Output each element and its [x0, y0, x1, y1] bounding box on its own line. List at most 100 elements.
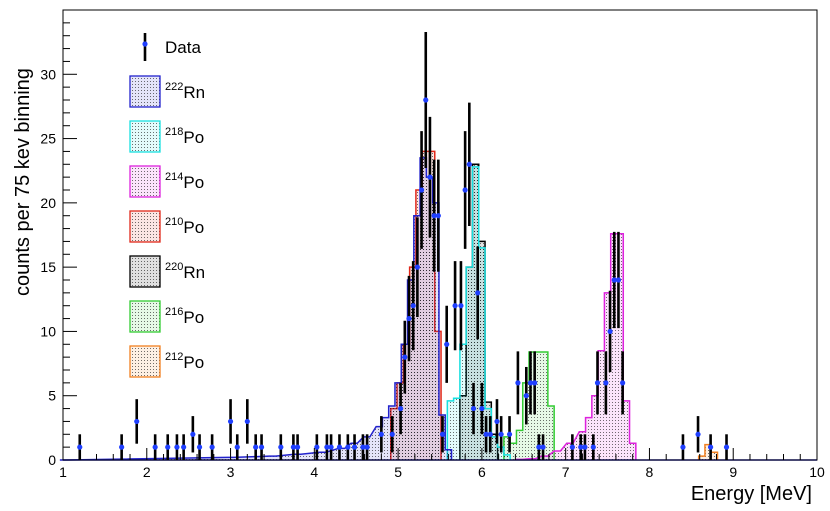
- data-point: [540, 434, 546, 460]
- legend-label: 214Po: [165, 171, 204, 192]
- series-222rn: [59, 157, 453, 461]
- legend-swatch: [129, 345, 161, 378]
- legend-label: 212Po: [165, 351, 204, 372]
- data-point: [364, 434, 370, 460]
- data-point: [290, 434, 296, 460]
- data-point: [196, 434, 203, 460]
- legend-label: 220Rn: [165, 261, 205, 282]
- data-marker: [479, 405, 485, 412]
- data-point: [708, 434, 714, 460]
- data-marker: [475, 290, 481, 296]
- x-tick-label: 7: [562, 464, 570, 480]
- data-marker: [452, 303, 458, 309]
- legend-data-marker: [142, 41, 148, 47]
- data-point: [431, 159, 437, 272]
- data-marker: [462, 187, 468, 193]
- data-point: [378, 416, 384, 453]
- data-marker: [258, 444, 265, 450]
- data-point: [462, 131, 468, 249]
- x-tick-label: 3: [227, 464, 235, 480]
- data-point: [444, 305, 450, 383]
- legend-label: 210Po: [165, 216, 204, 237]
- data-marker: [427, 174, 433, 180]
- legend-swatch: [129, 210, 161, 243]
- data-marker: [540, 444, 546, 450]
- x-tick-label: 4: [310, 464, 318, 480]
- data-marker: [324, 444, 330, 450]
- legend-swatch: [129, 300, 161, 333]
- data-point: [590, 434, 596, 460]
- data-marker: [364, 444, 370, 450]
- data-point: [695, 416, 701, 453]
- data-point: [398, 382, 404, 435]
- x-tick-label: 5: [394, 464, 402, 480]
- data-marker: [196, 444, 203, 450]
- legend-swatch: [129, 120, 161, 153]
- data-marker: [466, 161, 472, 167]
- data-point: [506, 416, 513, 453]
- data-marker: [165, 444, 171, 450]
- data-marker: [695, 431, 701, 437]
- data-point: [527, 351, 534, 415]
- data-marker: [723, 444, 730, 450]
- y-axis-title: counts per 75 kev binning: [12, 68, 34, 296]
- data-marker: [611, 277, 617, 283]
- data-marker: [590, 444, 596, 450]
- plot-frame: [62, 9, 818, 461]
- data-point: [351, 434, 358, 460]
- data-marker: [244, 418, 250, 425]
- series-hatch-222rn: [59, 157, 452, 460]
- data-point: [723, 434, 730, 460]
- data-point: [174, 434, 180, 460]
- legend-item-212po: 212Po: [129, 345, 204, 378]
- y-tick-label: 5: [48, 388, 56, 404]
- data-marker: [314, 444, 320, 450]
- data-point: [244, 399, 250, 444]
- data-marker: [209, 444, 215, 450]
- data-point: [234, 434, 240, 460]
- data-marker: [515, 380, 521, 386]
- data-marker: [410, 303, 416, 309]
- data-point: [258, 434, 265, 460]
- x-tick-label: 8: [646, 464, 654, 480]
- data-marker: [487, 431, 493, 437]
- data-point: [165, 434, 171, 460]
- data-marker: [134, 418, 140, 425]
- legend-label: Data: [165, 38, 201, 57]
- axes: 1 2 3 4 5 6 7 8 9 10 0 5 10 15 20 25 30: [40, 9, 825, 480]
- x-tick-label: 2: [143, 464, 151, 480]
- data-point: [389, 416, 395, 453]
- data-point: [152, 434, 158, 460]
- data-marker: [234, 444, 240, 450]
- data-marker: [498, 431, 504, 437]
- data-point: [523, 366, 529, 425]
- data-marker: [181, 444, 187, 450]
- data-point: [620, 351, 626, 415]
- legend-item-220rn: 220Rn: [129, 255, 205, 288]
- legend-item-222rn: 222Rn: [129, 75, 205, 108]
- data-point: [615, 231, 622, 329]
- data-point: [253, 434, 259, 460]
- data-point: [402, 320, 408, 394]
- data-marker: [360, 444, 366, 450]
- data-point: [452, 261, 458, 351]
- data-point: [532, 351, 538, 415]
- legend-label: 216Po: [165, 306, 204, 327]
- data-point: [607, 290, 613, 373]
- data-point: [414, 217, 420, 317]
- data-marker: [378, 431, 384, 437]
- data-marker: [423, 97, 429, 103]
- data-point: [582, 434, 588, 460]
- data-point: [227, 399, 234, 444]
- y-tick-label: 10: [40, 323, 56, 339]
- data-marker: [708, 444, 714, 450]
- data-point: [134, 399, 140, 444]
- data-marker: [458, 303, 464, 309]
- data-marker: [227, 418, 234, 425]
- data-marker: [418, 187, 425, 193]
- data-point: [475, 246, 481, 340]
- data-marker: [607, 328, 613, 335]
- y-tick-label: 30: [40, 66, 56, 82]
- data-point: [466, 102, 472, 226]
